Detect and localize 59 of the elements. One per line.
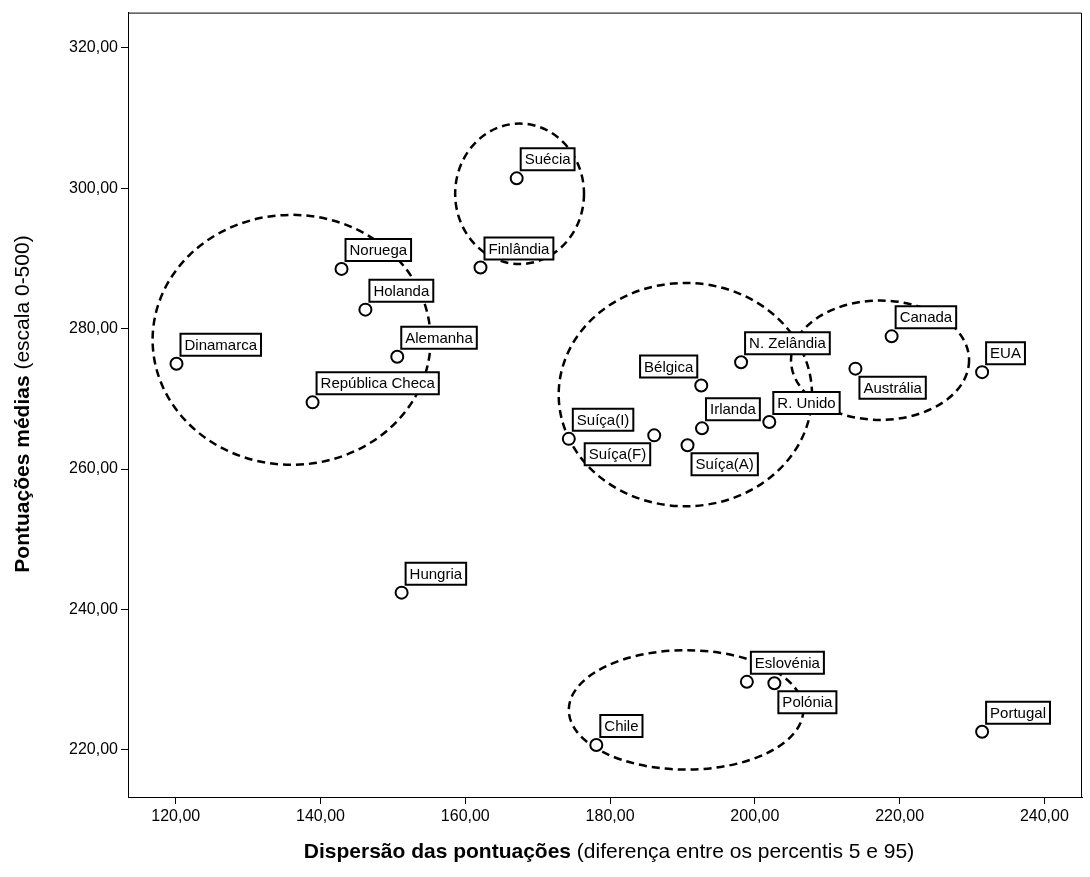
annotation: Austrália: [863, 378, 923, 396]
point: [561, 431, 576, 446]
annotation: Finlândia: [488, 239, 551, 257]
point: [975, 365, 990, 380]
point: [169, 356, 184, 371]
annotation: Alemanha: [405, 328, 474, 346]
x-tick-label: 240,00: [1019, 807, 1069, 825]
y-tick-label: 300,00: [69, 178, 119, 196]
annotation: Bélgica: [644, 357, 694, 375]
annotation: Suíça(I): [576, 411, 630, 428]
point: [509, 171, 524, 186]
annotation: Portugal: [990, 703, 1046, 721]
annotation: Holanda: [373, 281, 430, 299]
annotation: Irlanda: [709, 400, 757, 418]
y-axis-title: Pontuações médias (escala 0-500): [10, 235, 33, 573]
point: [473, 260, 488, 275]
point: [647, 428, 662, 443]
annotation: República Checa: [320, 374, 436, 392]
x-tick-label: 120,00: [151, 807, 201, 825]
point: [734, 355, 749, 370]
annotation: Dinamarca: [184, 335, 258, 353]
annotation: R. Unido: [777, 394, 836, 412]
x-axis-title: Dispersão das pontuações (diferença entre os percentis 5 e 95): [303, 839, 915, 862]
point: [305, 395, 320, 410]
x-tick-label: 160,00: [440, 807, 490, 825]
point: [694, 378, 709, 393]
annotation: EUA: [990, 344, 1021, 362]
annotation: Suíça(F): [588, 445, 647, 463]
x-tick-label: 140,00: [296, 807, 346, 825]
point: [884, 329, 899, 344]
annotation: Polónia: [782, 693, 834, 711]
x-tick-label: 220,00: [875, 807, 925, 825]
point: [390, 349, 405, 364]
annotation: Chile: [604, 717, 639, 735]
annotation: Suíça(A): [695, 455, 754, 473]
annotation: N. Zelândia: [749, 334, 827, 352]
annotation: Suécia: [524, 150, 572, 168]
point: [694, 421, 709, 436]
point: [589, 738, 604, 753]
point: [975, 724, 990, 739]
y-tick-label: 260,00: [69, 459, 119, 477]
point: [680, 438, 695, 453]
y-tick-label: 320,00: [69, 38, 119, 56]
annotation: Eslovénia: [754, 653, 821, 671]
x-tick-label: 180,00: [585, 807, 635, 825]
point: [848, 361, 863, 376]
y-tick-label: 220,00: [69, 740, 119, 758]
annotation: Hungria: [409, 564, 463, 582]
point: [767, 676, 782, 691]
y-tick-label: 280,00: [69, 319, 119, 337]
annotation: Canada: [899, 308, 953, 326]
point: [762, 415, 777, 430]
x-tick-label: 200,00: [730, 807, 780, 825]
point: [358, 302, 373, 317]
y-tick-label: 240,00: [69, 599, 119, 617]
annotation: Noruega: [349, 241, 408, 259]
point: [334, 261, 349, 276]
point: [394, 585, 409, 600]
point: [739, 674, 754, 689]
